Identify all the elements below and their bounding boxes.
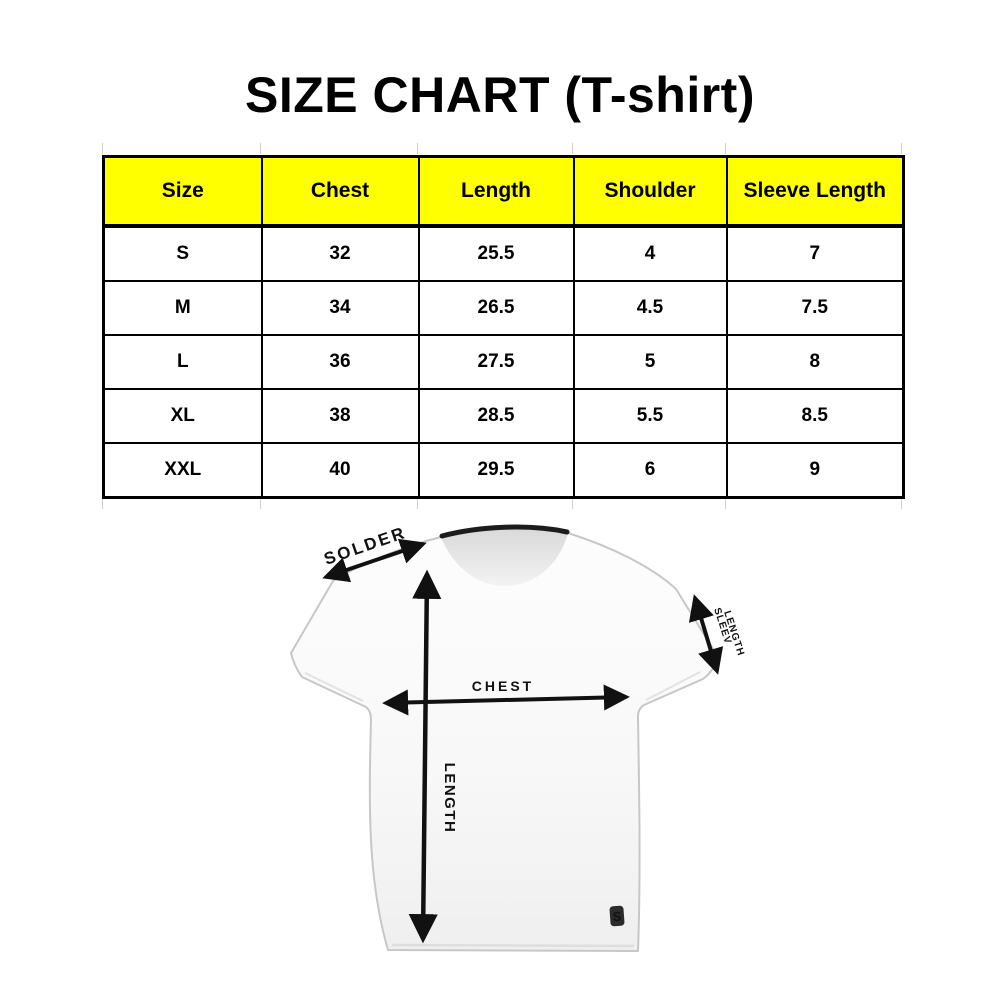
size-chart-table: Size Chest Length Shoulder Sleeve Length… <box>102 155 905 499</box>
cell-shoulder: 6 <box>572 442 728 499</box>
chest-arrow <box>382 684 630 716</box>
hem-seam <box>391 943 635 948</box>
gridline-artifact <box>417 498 418 509</box>
cell-shoulder: 4.5 <box>572 280 728 336</box>
gridline-artifact <box>901 498 902 509</box>
cell-size: S <box>102 225 263 282</box>
column-header-sleeve-length: Sleeve Length <box>725 155 905 228</box>
left-sleeve-seam <box>304 672 364 702</box>
right-sleeve-seam <box>645 671 701 701</box>
gridline-artifact <box>572 143 573 154</box>
chest-arrow-label: CHEST <box>472 678 534 694</box>
gridline-artifact <box>725 498 726 509</box>
table-row-xl: XL 38 28.5 5.5 8.5 <box>102 388 905 444</box>
shoulder-arrow <box>322 538 427 583</box>
sleeve-length-arrow <box>688 594 724 675</box>
cell-chest: 40 <box>260 442 420 499</box>
gridline-artifact <box>725 143 726 154</box>
gridline-artifact <box>260 498 261 509</box>
column-header-chest: Chest <box>260 155 420 228</box>
table-header-row: Size Chest Length Shoulder Sleeve Length <box>102 155 905 228</box>
gridline-artifact <box>901 143 902 154</box>
gridline-artifact <box>260 143 261 154</box>
cell-sleeve-length: 9 <box>725 442 905 499</box>
collar-band <box>439 524 570 539</box>
column-header-shoulder: Shoulder <box>572 155 728 228</box>
column-header-size: Size <box>102 155 263 228</box>
gridline-artifact <box>102 143 103 154</box>
page-title: SIZE CHART (T-shirt) <box>245 67 755 123</box>
cell-length: 28.5 <box>417 388 575 444</box>
table-row-xxl: XXL 40 29.5 6 9 <box>102 442 905 499</box>
cell-sleeve-length: 7 <box>725 225 905 282</box>
length-arrow <box>408 569 442 944</box>
cell-sleeve-length: 8 <box>725 334 905 390</box>
cell-sleeve-length: 8.5 <box>725 388 905 444</box>
table-row-m: M 34 26.5 4.5 7.5 <box>102 280 905 336</box>
cell-length: 27.5 <box>417 334 575 390</box>
neck-opening <box>441 528 568 586</box>
table-row-l: L 36 27.5 5 8 <box>102 334 905 390</box>
tshirt-measurement-diagram: SOLDER LENGTH CHEST SLEEV LENGTH S <box>290 523 746 952</box>
cell-length: 25.5 <box>417 225 575 282</box>
column-header-length: Length <box>417 155 575 228</box>
cell-size: XL <box>102 388 263 444</box>
gridline-artifact <box>102 498 103 509</box>
brand-logo-letter: S <box>612 909 622 925</box>
cell-size: M <box>102 280 263 336</box>
cell-chest: 36 <box>260 334 420 390</box>
table-row-s: S 32 25.5 4 7 <box>102 225 905 282</box>
cell-sleeve-length: 7.5 <box>725 280 905 336</box>
cell-size: L <box>102 334 263 390</box>
cell-shoulder: 5.5 <box>572 388 728 444</box>
gridline-artifact <box>572 498 573 509</box>
gridline-artifact <box>417 143 418 154</box>
cell-chest: 32 <box>260 225 420 282</box>
tshirt-silhouette <box>290 526 719 952</box>
cell-size: XXL <box>102 442 263 499</box>
cell-length: 26.5 <box>417 280 575 336</box>
brand-logo: S <box>609 905 625 927</box>
cell-shoulder: 5 <box>572 334 728 390</box>
cell-chest: 34 <box>260 280 420 336</box>
length-arrow-label: LENGTH <box>441 763 458 834</box>
cell-length: 29.5 <box>417 442 575 499</box>
cell-chest: 38 <box>260 388 420 444</box>
cell-shoulder: 4 <box>572 225 728 282</box>
